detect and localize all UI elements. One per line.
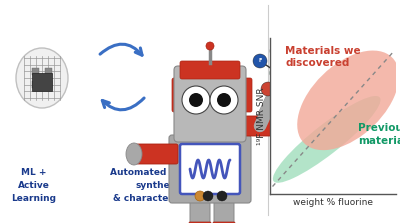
Circle shape (253, 54, 267, 68)
Circle shape (289, 56, 303, 70)
FancyBboxPatch shape (242, 116, 278, 136)
FancyBboxPatch shape (174, 66, 246, 142)
Text: synthesis: synthesis (136, 181, 184, 190)
FancyBboxPatch shape (189, 222, 211, 223)
FancyBboxPatch shape (38, 74, 45, 81)
Ellipse shape (273, 96, 380, 183)
FancyBboxPatch shape (180, 144, 240, 194)
X-axis label: weight % fluorine: weight % fluorine (293, 198, 373, 207)
Text: & characterization: & characterization (113, 194, 207, 203)
FancyBboxPatch shape (180, 61, 240, 79)
Text: Learning: Learning (12, 194, 56, 203)
FancyBboxPatch shape (136, 144, 178, 164)
Circle shape (261, 82, 275, 96)
Circle shape (189, 93, 203, 107)
FancyBboxPatch shape (214, 194, 234, 223)
FancyBboxPatch shape (213, 222, 235, 223)
FancyBboxPatch shape (32, 81, 39, 88)
Text: ML +: ML + (21, 168, 47, 177)
Circle shape (195, 191, 205, 201)
Text: F: F (276, 48, 280, 54)
Ellipse shape (16, 48, 68, 108)
Circle shape (182, 86, 210, 114)
Text: Automated polymer: Automated polymer (110, 168, 210, 177)
FancyBboxPatch shape (32, 68, 39, 75)
Text: Next generation: Next generation (292, 168, 376, 177)
FancyBboxPatch shape (169, 135, 251, 203)
FancyBboxPatch shape (172, 78, 188, 112)
Circle shape (270, 65, 286, 81)
Circle shape (217, 93, 231, 107)
Ellipse shape (126, 143, 142, 165)
Circle shape (217, 191, 227, 201)
Text: F: F (258, 58, 262, 64)
FancyBboxPatch shape (45, 81, 52, 88)
Circle shape (281, 84, 295, 98)
Y-axis label: ¹⁹F NMR SNR: ¹⁹F NMR SNR (257, 87, 266, 145)
FancyBboxPatch shape (45, 68, 52, 75)
Text: F: F (276, 70, 280, 76)
Circle shape (206, 42, 214, 50)
FancyBboxPatch shape (236, 78, 252, 112)
Text: Active: Active (18, 181, 50, 190)
Text: F: F (294, 60, 298, 66)
Text: ¹⁹F MRI agents: ¹⁹F MRI agents (297, 181, 371, 190)
FancyBboxPatch shape (190, 194, 210, 223)
Ellipse shape (297, 51, 399, 150)
Text: Materials we
discovered: Materials we discovered (285, 46, 361, 68)
Circle shape (270, 43, 286, 59)
Circle shape (203, 191, 213, 201)
Circle shape (210, 86, 238, 114)
FancyBboxPatch shape (32, 73, 52, 91)
Text: Previous
materials: Previous materials (358, 124, 400, 146)
